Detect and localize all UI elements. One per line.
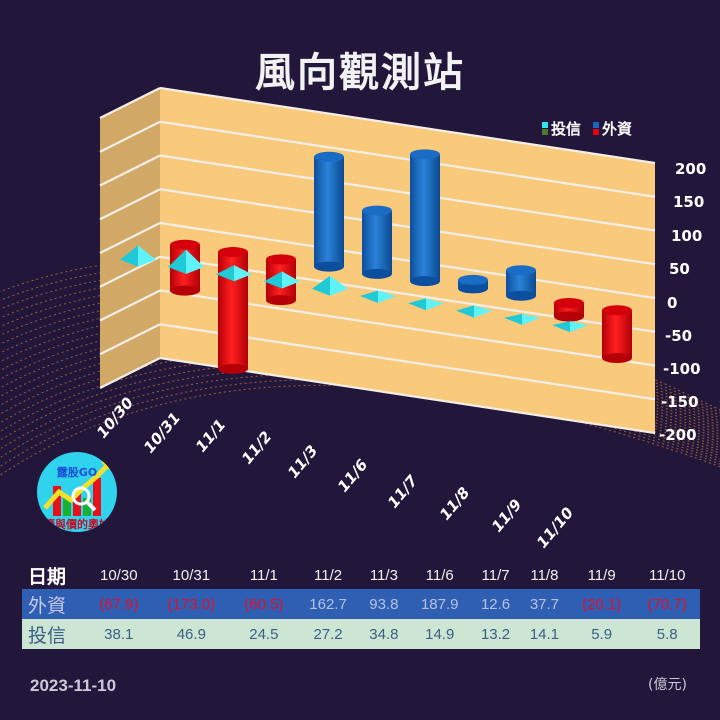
legend-swatch-trust-icon — [542, 122, 548, 135]
y-tick: 100 — [671, 227, 703, 245]
logo-slogan-text: 籌與價的奧妙 — [44, 518, 110, 531]
data-table: 日期 10/30 10/31 11/1 11/2 11/3 11/6 11/7 … — [22, 562, 700, 649]
table-cell: 12.6 — [480, 595, 511, 613]
chart-growth-icon — [43, 460, 111, 516]
table-cell: 11/2 — [314, 567, 343, 584]
table-row-trust: 投信 38.1 46.9 24.5 27.2 34.8 14.9 13.2 14… — [22, 619, 700, 649]
table-cell: 13.2 — [480, 625, 511, 643]
table-cell: 11/9 — [587, 567, 616, 584]
bar-trust — [456, 305, 492, 318]
y-tick: -100 — [663, 360, 701, 378]
bar-foreign — [554, 297, 584, 322]
legend-item-trust: 投信 — [542, 118, 581, 139]
table-cell: 187.9 — [420, 595, 459, 613]
chart-title: 風向觀測站 — [255, 50, 465, 96]
table-cell: 14.1 — [529, 625, 560, 643]
legend-swatch-foreign-icon — [593, 122, 600, 135]
logo-brand-text: 露股GO — [56, 466, 98, 479]
table-cell: 11/8 — [530, 567, 559, 584]
table-cell: (60.5) — [244, 595, 284, 613]
table-cell: 27.2 — [313, 625, 343, 643]
unit-label: (億元) — [648, 677, 687, 693]
table-cell: 5.9 — [591, 625, 613, 643]
bar-trust — [216, 265, 252, 282]
report-date: 2023-11-10 — [30, 676, 117, 695]
y-tick: -50 — [665, 327, 693, 345]
bar-trust — [168, 249, 204, 274]
bar-trust — [504, 313, 540, 325]
bar-foreign — [506, 265, 536, 301]
table-cell: 11/1 — [249, 567, 278, 584]
bar-foreign — [458, 274, 488, 294]
bar-trust — [312, 275, 348, 296]
bar-foreign — [362, 205, 392, 279]
table-cell: 10/30 — [100, 567, 138, 584]
table-cell: (20.1) — [582, 595, 622, 613]
table-cell: 11/10 — [648, 567, 686, 584]
table-cell: (70.7) — [647, 595, 687, 613]
bar-trust — [264, 271, 300, 289]
bar-foreign — [602, 305, 632, 363]
row-header-date: 日期 — [28, 567, 67, 588]
table-cell: (67.9) — [99, 595, 139, 613]
bar-foreign — [410, 149, 440, 287]
chart-legend: 投信 外資 — [542, 118, 632, 139]
row-header-foreign: 外資 — [28, 595, 67, 617]
bar-trust — [408, 298, 444, 311]
brand-logo: 露股GO 籌與價的奧妙 — [37, 452, 117, 532]
table-cell: 162.7 — [309, 595, 347, 613]
legend-item-foreign: 外資 — [593, 118, 632, 139]
row-header-trust: 投信 — [28, 625, 67, 647]
table-cell: 46.9 — [176, 625, 206, 643]
table-cell: 14.9 — [425, 625, 455, 643]
y-tick: 0 — [667, 294, 678, 312]
table-cell: 93.8 — [369, 595, 399, 613]
table-cell: (173.0) — [167, 595, 216, 613]
bar-foreign — [314, 151, 344, 272]
table-cell: 11/7 — [481, 567, 510, 584]
bar-foreign — [218, 247, 248, 374]
table-row-dates: 日期 10/30 10/31 11/1 11/2 11/3 11/6 11/7 … — [22, 562, 700, 589]
table-cell: 38.1 — [104, 625, 134, 643]
table-row-foreign: 外資 (67.9) (173.0) (60.5) 162.7 93.8 187.… — [22, 589, 700, 619]
legend-label-trust: 投信 — [551, 120, 582, 138]
legend-label-foreign: 外資 — [602, 120, 633, 138]
table-cell: 24.5 — [249, 625, 279, 643]
table-cell: 11/6 — [425, 567, 454, 584]
y-tick: -150 — [661, 393, 699, 411]
y-tick: 150 — [673, 193, 705, 211]
table-cell: 11/3 — [369, 567, 398, 584]
y-tick: 50 — [669, 260, 690, 278]
table-cell: 34.8 — [369, 625, 399, 643]
table-cell: 5.8 — [656, 625, 678, 643]
bar-trust — [360, 290, 396, 304]
y-tick: 200 — [675, 160, 707, 178]
table-cell: 37.7 — [529, 595, 560, 613]
bar-trust — [552, 321, 588, 333]
table-cell: 10/31 — [172, 567, 211, 584]
bar-trust — [120, 245, 156, 267]
y-tick: -200 — [659, 426, 697, 444]
